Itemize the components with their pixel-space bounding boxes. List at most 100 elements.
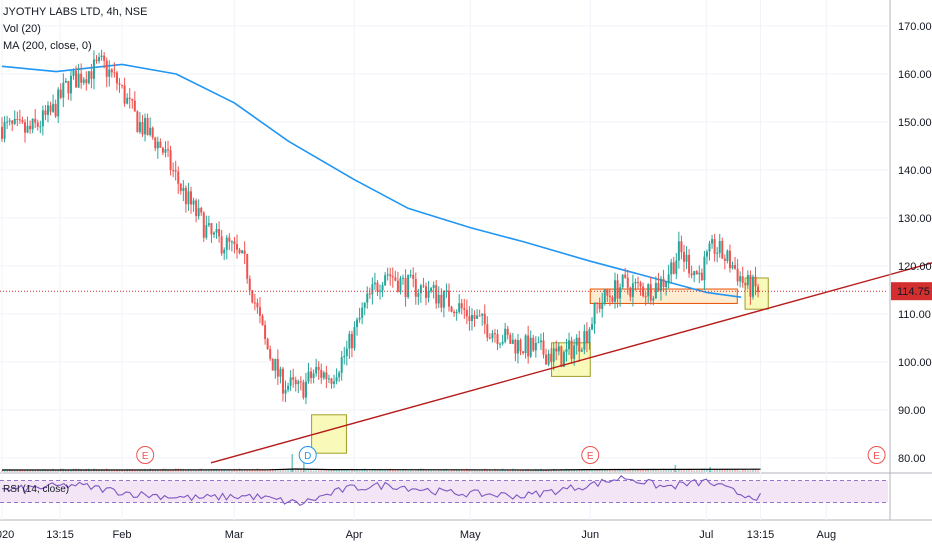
- candle-body[interactable]: [292, 377, 294, 379]
- candle-body[interactable]: [60, 90, 62, 98]
- candle-body[interactable]: [440, 295, 442, 308]
- candle-body[interactable]: [55, 104, 57, 116]
- candle-body[interactable]: [47, 105, 49, 114]
- candle-body[interactable]: [540, 340, 542, 342]
- candle-body[interactable]: [583, 331, 585, 350]
- candle-body[interactable]: [757, 286, 759, 292]
- candle-body[interactable]: [264, 325, 266, 339]
- candle-body[interactable]: [16, 119, 18, 120]
- candle-body[interactable]: [98, 57, 100, 61]
- candle-body[interactable]: [479, 316, 481, 317]
- candle-body[interactable]: [474, 315, 476, 319]
- candle-body[interactable]: [29, 126, 31, 129]
- candle-body[interactable]: [747, 275, 749, 285]
- candle-body[interactable]: [387, 274, 389, 275]
- candle-body[interactable]: [285, 390, 287, 394]
- candle-body[interactable]: [491, 333, 493, 338]
- candle-body[interactable]: [198, 208, 200, 216]
- candle-body[interactable]: [714, 239, 716, 254]
- candle-body[interactable]: [297, 381, 299, 384]
- candle-body[interactable]: [433, 285, 435, 288]
- candle-body[interactable]: [305, 382, 307, 398]
- candle-body[interactable]: [241, 250, 243, 252]
- candle-body[interactable]: [256, 303, 258, 308]
- candle-body[interactable]: [507, 329, 509, 335]
- candle-body[interactable]: [729, 251, 731, 268]
- candle-body[interactable]: [251, 290, 253, 302]
- candle-body[interactable]: [144, 118, 146, 134]
- candle-body[interactable]: [164, 149, 166, 152]
- candle-body[interactable]: [527, 335, 529, 356]
- candle-body[interactable]: [310, 371, 312, 378]
- candle-body[interactable]: [742, 276, 744, 283]
- candle-body[interactable]: [522, 351, 524, 353]
- candle-body[interactable]: [343, 356, 345, 357]
- candle-body[interactable]: [663, 279, 665, 287]
- candle-body[interactable]: [435, 285, 437, 303]
- candle-body[interactable]: [514, 340, 516, 354]
- candle-body[interactable]: [499, 344, 501, 345]
- candle-body[interactable]: [19, 119, 21, 120]
- candle-body[interactable]: [333, 381, 335, 383]
- candle-body[interactable]: [24, 122, 26, 132]
- rsi-legend[interactable]: RSI (14, close): [3, 484, 69, 495]
- candle-body[interactable]: [134, 101, 136, 112]
- candle-body[interactable]: [52, 104, 54, 112]
- candle-body[interactable]: [392, 276, 394, 277]
- candle-body[interactable]: [313, 373, 315, 378]
- candle-body[interactable]: [420, 285, 422, 293]
- candle-body[interactable]: [124, 85, 126, 103]
- candle-body[interactable]: [254, 302, 256, 303]
- candle-body[interactable]: [489, 338, 491, 339]
- candle-body[interactable]: [315, 367, 317, 374]
- candle-body[interactable]: [571, 340, 573, 358]
- candle-body[interactable]: [530, 338, 532, 357]
- candle-body[interactable]: [701, 273, 703, 280]
- candle-body[interactable]: [73, 71, 75, 76]
- candle-body[interactable]: [581, 350, 583, 352]
- candle-body[interactable]: [359, 318, 361, 320]
- candle-body[interactable]: [246, 254, 248, 279]
- candle-body[interactable]: [588, 329, 590, 343]
- candle-body[interactable]: [471, 315, 473, 321]
- candle-body[interactable]: [678, 241, 680, 260]
- candle-body[interactable]: [504, 329, 506, 342]
- candle-body[interactable]: [108, 69, 110, 76]
- candle-body[interactable]: [180, 184, 182, 191]
- candle-body[interactable]: [80, 74, 82, 83]
- candle-body[interactable]: [216, 229, 218, 233]
- candle-body[interactable]: [749, 275, 751, 297]
- candle-body[interactable]: [402, 278, 404, 279]
- candle-body[interactable]: [517, 340, 519, 353]
- candle-body[interactable]: [42, 110, 44, 126]
- candle-body[interactable]: [665, 282, 667, 287]
- candle-body[interactable]: [57, 90, 59, 117]
- candle-body[interactable]: [139, 122, 141, 132]
- candle-body[interactable]: [737, 269, 739, 282]
- candle-body[interactable]: [149, 128, 151, 135]
- candle-body[interactable]: [573, 345, 575, 358]
- candle-body[interactable]: [157, 142, 159, 149]
- candle-body[interactable]: [696, 271, 698, 274]
- candle-body[interactable]: [374, 283, 376, 285]
- candle-body[interactable]: [274, 359, 276, 371]
- candle-body[interactable]: [509, 335, 511, 344]
- candle-body[interactable]: [576, 338, 578, 346]
- candle-body[interactable]: [645, 296, 647, 297]
- candle-body[interactable]: [399, 278, 401, 291]
- candle-body[interactable]: [262, 316, 264, 325]
- candle-body[interactable]: [338, 373, 340, 377]
- candle-body[interactable]: [279, 369, 281, 377]
- candle-body[interactable]: [553, 348, 555, 361]
- candle-body[interactable]: [210, 223, 212, 234]
- candle-body[interactable]: [11, 121, 13, 124]
- candle-body[interactable]: [244, 250, 246, 254]
- candle-body[interactable]: [44, 110, 46, 114]
- candle-body[interactable]: [673, 262, 675, 273]
- candle-body[interactable]: [267, 339, 269, 349]
- candle-body[interactable]: [637, 282, 639, 283]
- candle-body[interactable]: [520, 340, 522, 351]
- candle-body[interactable]: [231, 241, 233, 242]
- candle-body[interactable]: [351, 334, 353, 348]
- candle-body[interactable]: [752, 277, 754, 297]
